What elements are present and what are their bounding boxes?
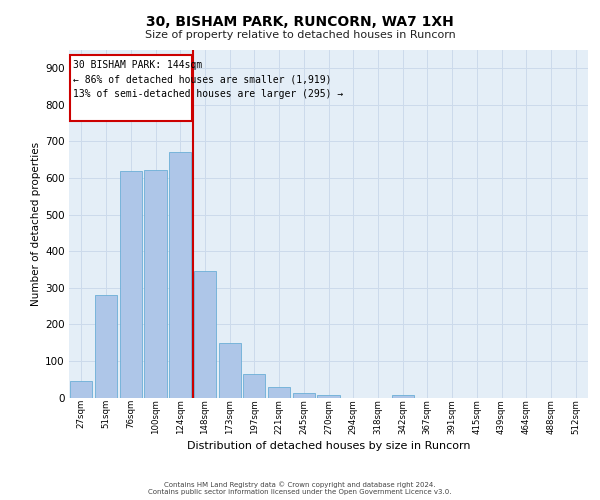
Text: 30 BISHAM PARK: 144sqm
← 86% of detached houses are smaller (1,919)
13% of semi-: 30 BISHAM PARK: 144sqm ← 86% of detached…: [73, 60, 343, 99]
Bar: [95, 295, 117, 398]
Text: Contains HM Land Registry data © Crown copyright and database right 2024.
Contai: Contains HM Land Registry data © Crown c…: [148, 482, 452, 495]
Bar: [317, 394, 340, 398]
Bar: [70, 55, 192, 121]
Y-axis label: Number of detached properties: Number of detached properties: [31, 142, 41, 306]
Bar: [392, 394, 414, 398]
Bar: [169, 152, 191, 398]
Bar: [268, 386, 290, 398]
Bar: [194, 272, 216, 398]
X-axis label: Distribution of detached houses by size in Runcorn: Distribution of detached houses by size …: [187, 440, 470, 450]
Bar: [243, 374, 265, 398]
Text: Size of property relative to detached houses in Runcorn: Size of property relative to detached ho…: [145, 30, 455, 40]
Bar: [119, 170, 142, 398]
Bar: [218, 344, 241, 398]
Bar: [70, 381, 92, 398]
Text: 30, BISHAM PARK, RUNCORN, WA7 1XH: 30, BISHAM PARK, RUNCORN, WA7 1XH: [146, 15, 454, 29]
Bar: [145, 170, 167, 398]
Bar: [293, 393, 315, 398]
